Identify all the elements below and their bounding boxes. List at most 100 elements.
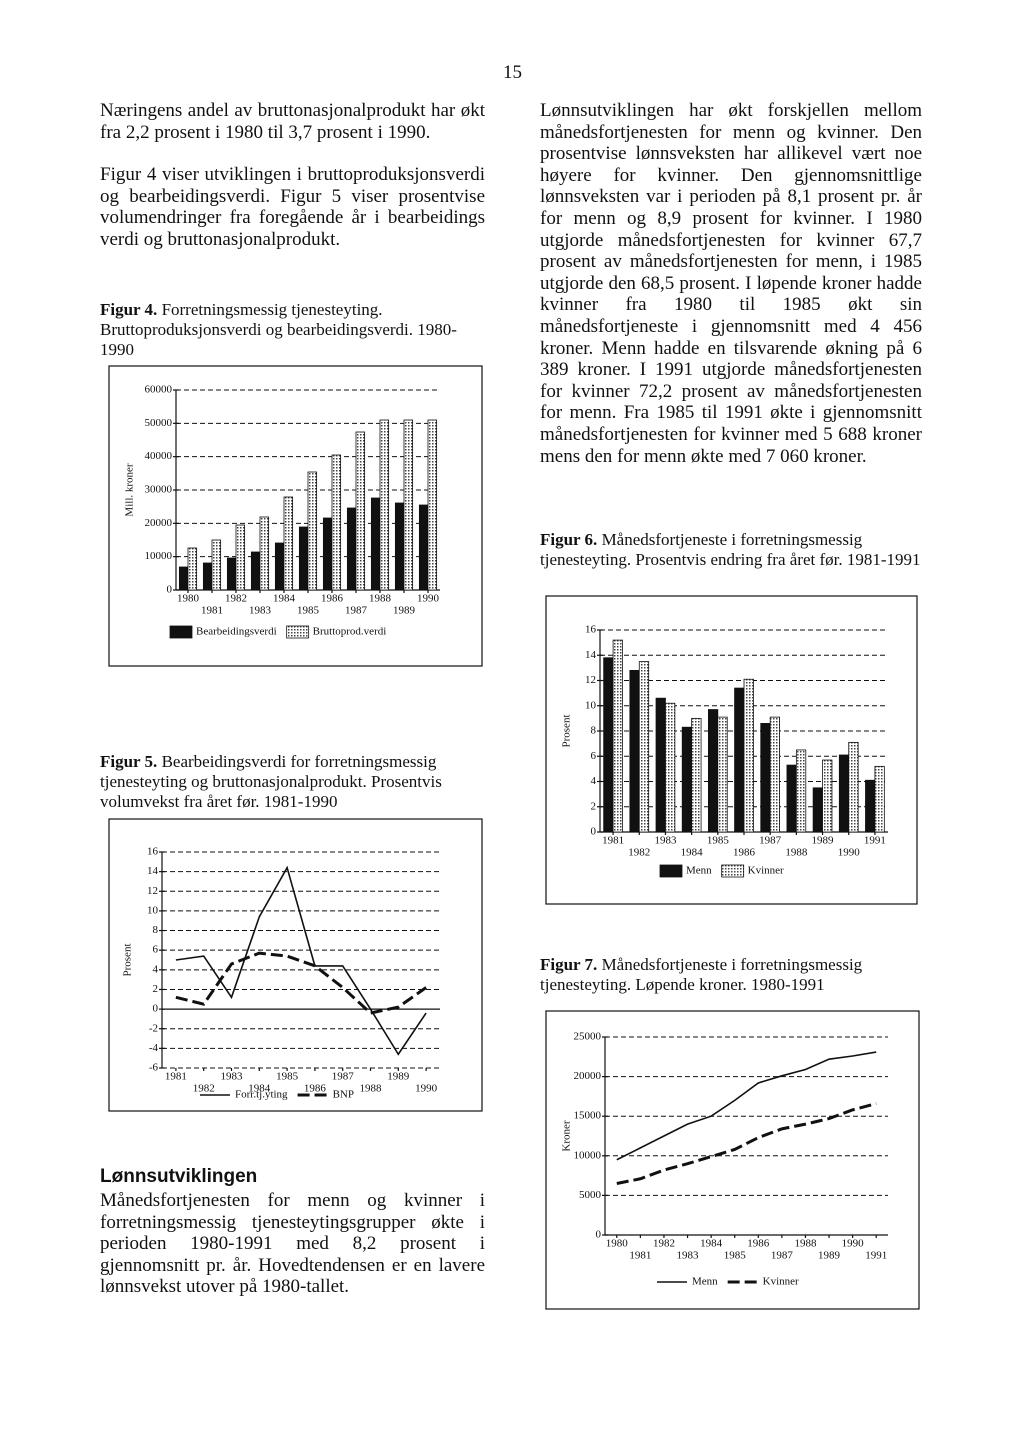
y-tick-label: 0 — [591, 826, 597, 838]
bar — [743, 678, 754, 833]
figure-title: Månedsfortjeneste i forretningsmessig tj… — [540, 530, 921, 569]
bar — [403, 419, 414, 591]
bar — [838, 754, 850, 833]
y-tick-label: -6 — [149, 1062, 159, 1074]
figure-caption: Figur 5. Bearbeidingsverdi for forretnin… — [100, 752, 485, 812]
bar — [346, 507, 357, 591]
chart: 0 10000 20000 30000 40000 50000 60000 Mill. kro… — [108, 365, 483, 667]
chart: -6 -4 -2 0 2 4 6 8 10 12 14 16 Prosent 1981 1982 1983 19… — [108, 818, 483, 1112]
right-text: Lønnsutviklingen har økt forskjellen mel… — [540, 100, 922, 488]
y-tick-label: 14 — [585, 649, 597, 661]
x-tick-label: 1980 — [177, 593, 200, 605]
x-tick-label: 1987 — [771, 1250, 794, 1262]
bar — [307, 471, 318, 591]
legend-label: Kvinner — [763, 1276, 799, 1288]
chart: 0500010000150002000025000Kroner198019811… — [545, 1010, 920, 1310]
page-number: 15 — [503, 62, 522, 83]
y-tick-label: 15000 — [574, 1110, 602, 1122]
bar — [734, 687, 745, 833]
bar — [355, 431, 366, 591]
legend-swatch — [659, 864, 683, 878]
x-tick-label: 1984 — [681, 847, 704, 859]
x-tick-label: 1981 — [629, 1250, 651, 1262]
paragraph: Månedsfortjenesten for menn og kvinner i… — [100, 1190, 485, 1298]
x-tick-label: 1989 — [387, 1071, 410, 1083]
x-tick-label: 1984 — [700, 1238, 723, 1250]
x-tick-label: 1980 — [606, 1238, 629, 1250]
x-tick-label: 1984 — [273, 593, 296, 605]
x-tick-label: 1983 — [677, 1250, 700, 1262]
legend-label: Menn — [686, 865, 712, 877]
x-tick-label: 1983 — [249, 605, 272, 617]
x-tick-label: 1983 — [221, 1071, 244, 1083]
y-tick-label: 14 — [147, 865, 159, 877]
y-tick-label: 4 — [591, 775, 597, 787]
x-tick-label: 1991 — [864, 835, 886, 847]
x-tick-label: 1983 — [654, 835, 677, 847]
chart-frame — [108, 365, 483, 667]
y-tick-label: 16 — [147, 846, 159, 858]
y-tick-label: 8 — [591, 725, 597, 737]
bar — [665, 702, 676, 833]
y-tick-label: 60000 — [145, 384, 173, 396]
x-tick-label: 1990 — [415, 1083, 438, 1095]
legend-label: Kvinner — [748, 865, 784, 877]
legend-swatch — [286, 625, 310, 639]
y-tick-label: 5000 — [579, 1189, 602, 1201]
y-tick-label: 10 — [147, 904, 159, 916]
y-tick-label: 10000 — [145, 550, 173, 562]
bar — [707, 709, 719, 833]
x-tick-label: 1984 — [248, 1083, 270, 1095]
bar — [178, 566, 189, 591]
y-tick-label: -2 — [149, 1022, 158, 1034]
x-tick-label: 1989 — [812, 835, 835, 847]
x-tick-label: 1990 — [838, 847, 861, 859]
x-tick-label: 1981 — [201, 605, 223, 617]
figure-label: Figur 7. — [540, 955, 598, 974]
bar — [259, 516, 270, 591]
y-tick-label: 6 — [153, 944, 159, 956]
bar — [848, 741, 859, 833]
bar — [638, 661, 650, 833]
x-tick-label: 1988 — [369, 593, 392, 605]
chart-frame — [108, 818, 483, 1112]
bar — [235, 524, 246, 591]
line — [175, 865, 427, 1056]
x-tick-label: 1987 — [345, 605, 368, 617]
y-tick-label: 4 — [153, 963, 159, 975]
y-tick-label: 10000 — [574, 1149, 602, 1161]
x-tick-label: 1989 — [393, 605, 416, 617]
x-tick-label: 1981 — [165, 1071, 187, 1083]
x-tick-label: 1990 — [417, 593, 440, 605]
y-tick-label: 6 — [591, 750, 597, 762]
section-heading: Lønnsutviklingen — [100, 1166, 258, 1187]
x-tick-label: 1988 — [360, 1083, 383, 1095]
bar — [681, 726, 693, 833]
bar — [187, 547, 198, 591]
y-tick-label: 10 — [585, 699, 597, 711]
y-tick-label: 2 — [153, 983, 159, 995]
bar — [418, 504, 429, 591]
x-tick-label: 1986 — [747, 1238, 770, 1250]
bar — [612, 639, 623, 833]
y-tick-label: 2 — [591, 800, 597, 812]
x-tick-label: 1982 — [193, 1083, 215, 1095]
y-axis-label: Prosent — [561, 715, 573, 748]
bar — [283, 496, 294, 591]
y-tick-label: 0 — [153, 1003, 159, 1015]
figure-caption: Figur 6. Månedsfortjeneste i forretnings… — [540, 530, 922, 570]
y-tick-label: 8 — [153, 924, 159, 936]
bar — [822, 759, 833, 833]
y-tick-label: 12 — [585, 674, 596, 686]
line — [175, 951, 427, 1015]
y-tick-label: 16 — [585, 624, 597, 636]
y-tick-label: -4 — [149, 1042, 159, 1054]
bar — [331, 454, 342, 591]
x-tick-label: 1985 — [297, 605, 320, 617]
figure-label: Figur 5. — [100, 752, 158, 771]
x-tick-label: 1987 — [332, 1071, 355, 1083]
legend-swatch — [721, 864, 745, 878]
bar — [274, 542, 285, 591]
legend-swatch — [169, 625, 193, 639]
